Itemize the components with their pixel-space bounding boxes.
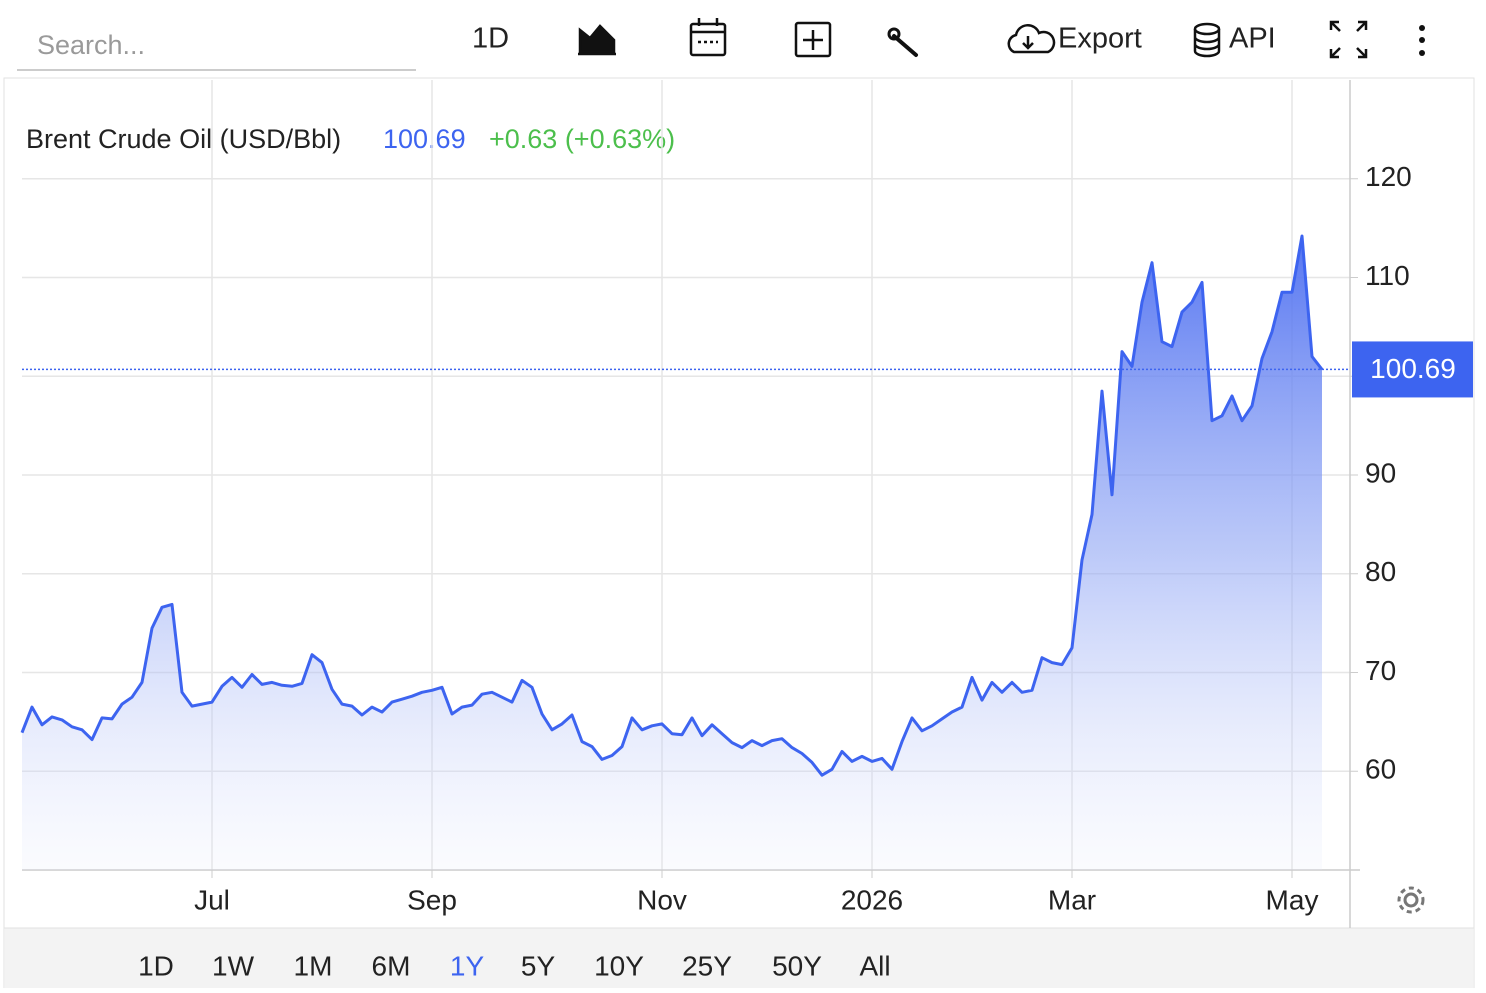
more-menu[interactable] (1419, 25, 1425, 56)
y-tick-label: 90 (1365, 457, 1396, 488)
export-label[interactable]: Export (1058, 23, 1142, 55)
range-button[interactable]: 10Y (594, 950, 644, 981)
range-button[interactable]: All (859, 950, 890, 981)
price-change: +0.63 (+0.63%) (489, 124, 675, 154)
calendar-icon[interactable] (689, 18, 727, 57)
price-line (20, 234, 1324, 777)
last-price: 100.69 (383, 124, 466, 154)
export-button[interactable]: Export (1007, 23, 1142, 55)
range-button[interactable]: 5Y (521, 950, 556, 981)
compare-icon[interactable] (794, 21, 832, 58)
last-price-tag-label: 100.69 (1370, 353, 1456, 384)
y-tick-label: 110 (1365, 260, 1410, 291)
chart-title: Brent Crude Oil (USD/Bbl) (26, 124, 341, 154)
api-label[interactable]: API (1229, 23, 1276, 55)
range-button[interactable]: 25Y (682, 950, 732, 981)
last-price-tag (1352, 341, 1473, 398)
x-tick-label: Nov (637, 884, 687, 915)
api-button[interactable]: API (1193, 23, 1276, 58)
x-tick-label: 2026 (841, 884, 903, 915)
y-tick-label: 60 (1365, 754, 1396, 785)
range-button[interactable]: 50Y (772, 950, 822, 981)
y-tick-label: 80 (1365, 556, 1396, 587)
price-area (22, 236, 1322, 870)
range-button[interactable]: 6M (372, 950, 411, 981)
x-tick-label: May (1266, 884, 1319, 915)
range-button[interactable]: 1M (294, 950, 333, 981)
fullscreen-icon[interactable] (1329, 20, 1368, 59)
range-bar (5, 928, 1473, 988)
range-button[interactable]: 1D (138, 950, 174, 981)
x-tick-label: Sep (407, 884, 457, 915)
search-box[interactable]: Search... (37, 30, 145, 60)
settings-gear[interactable] (1397, 886, 1425, 914)
x-tick-label: Mar (1048, 884, 1096, 915)
settings-wrench-icon[interactable] (887, 27, 918, 57)
y-tick-label: 120 (1365, 161, 1412, 192)
range-button[interactable]: 1W (212, 950, 255, 981)
interval-button[interactable]: 1D (472, 23, 509, 55)
y-tick-label: 70 (1365, 655, 1396, 686)
range-button[interactable]: 1Y (450, 950, 485, 981)
chart-type-icon[interactable] (578, 24, 616, 56)
x-tick-label: Jul (194, 884, 230, 915)
